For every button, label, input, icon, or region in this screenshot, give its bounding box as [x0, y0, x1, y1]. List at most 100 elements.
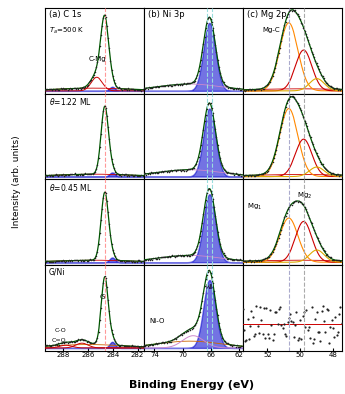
Point [180, 253, 186, 259]
Point [191, 250, 197, 256]
Point [149, 342, 155, 349]
Point [295, 11, 300, 17]
Point [289, 318, 294, 324]
Point [189, 252, 194, 258]
Point [175, 334, 180, 340]
Point [139, 87, 144, 94]
Point [307, 132, 312, 138]
Point [58, 172, 63, 178]
Point [134, 87, 139, 93]
Point [320, 73, 325, 79]
Point [220, 162, 225, 169]
Point [49, 87, 55, 93]
Point [52, 171, 57, 178]
Point [249, 171, 255, 178]
Point [195, 317, 200, 323]
Point [290, 93, 296, 99]
Point [53, 86, 59, 93]
Point [316, 154, 322, 161]
Point [229, 170, 235, 177]
Point [222, 167, 228, 173]
Point [77, 337, 82, 344]
Point [237, 344, 243, 350]
Point [279, 222, 285, 228]
Point [237, 171, 243, 177]
Point [237, 87, 243, 93]
Point [294, 309, 299, 315]
Point [319, 308, 324, 314]
Point [48, 259, 54, 265]
Point [167, 82, 173, 88]
Point [304, 34, 310, 41]
Point [235, 85, 241, 92]
Point [180, 167, 186, 173]
Point [92, 255, 98, 261]
Point [284, 210, 289, 216]
Point [91, 340, 97, 346]
Point [108, 320, 113, 326]
Point [207, 266, 212, 273]
Point [316, 65, 322, 72]
Point [64, 85, 69, 92]
Point [332, 171, 337, 177]
Point [303, 206, 309, 212]
Point [334, 332, 339, 338]
Point [147, 85, 152, 91]
Point [196, 68, 201, 74]
Point [234, 85, 239, 91]
Point [271, 331, 277, 338]
Point [73, 257, 79, 263]
Point [303, 324, 308, 330]
Text: C-Mg: C-Mg [88, 56, 106, 62]
Point [185, 252, 191, 258]
Point [108, 58, 113, 64]
Point [64, 339, 69, 345]
Point [280, 219, 286, 226]
Point [152, 84, 157, 90]
Point [262, 85, 267, 92]
Point [275, 54, 280, 61]
Point [72, 257, 78, 263]
Point [290, 7, 296, 13]
Point [301, 114, 306, 120]
Point [112, 169, 118, 175]
Point [257, 304, 263, 310]
Point [231, 341, 237, 348]
Point [47, 173, 52, 179]
Point [253, 172, 259, 178]
Point [324, 306, 329, 312]
Point [169, 167, 174, 173]
Point [329, 316, 334, 323]
Point [313, 229, 318, 236]
Point [209, 274, 215, 280]
Point [89, 257, 94, 263]
Point [325, 80, 330, 86]
Point [65, 87, 70, 93]
Point [92, 339, 98, 345]
Point [157, 169, 162, 175]
Point [70, 171, 75, 177]
Point [78, 258, 83, 264]
Point [172, 335, 178, 342]
Point [265, 80, 270, 87]
Point [105, 297, 111, 303]
Point [202, 118, 207, 124]
Point [189, 79, 194, 85]
Point [257, 171, 262, 177]
Point [164, 169, 169, 175]
Point [124, 343, 130, 349]
Point [95, 162, 100, 168]
Point [127, 173, 132, 179]
Point [278, 37, 284, 44]
Point [186, 326, 192, 332]
Point [123, 342, 129, 349]
Point [130, 173, 136, 179]
Point [305, 37, 311, 43]
Point [184, 167, 189, 173]
Point [285, 319, 290, 325]
Point [274, 309, 279, 315]
Point [79, 257, 85, 264]
Point [180, 329, 186, 336]
Point [240, 305, 245, 312]
Point [201, 290, 206, 297]
